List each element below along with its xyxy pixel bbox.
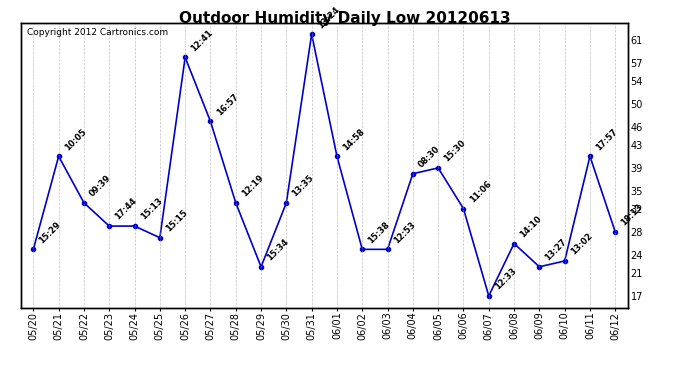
Text: 15:13: 15:13 — [139, 196, 164, 222]
Text: 17:57: 17:57 — [594, 127, 620, 152]
Text: 17:44: 17:44 — [113, 196, 139, 222]
Text: 14:10: 14:10 — [518, 214, 544, 239]
Text: 12:41: 12:41 — [189, 28, 215, 53]
Text: 15:30: 15:30 — [442, 138, 468, 164]
Text: 13:24: 13:24 — [316, 4, 341, 30]
Text: 08:30: 08:30 — [417, 144, 442, 170]
Text: 13:35: 13:35 — [290, 174, 316, 199]
Text: 13:27: 13:27 — [544, 237, 569, 262]
Text: Copyright 2012 Cartronics.com: Copyright 2012 Cartronics.com — [27, 28, 168, 37]
Text: 11:06: 11:06 — [468, 179, 493, 204]
Text: Outdoor Humidity Daily Low 20120613: Outdoor Humidity Daily Low 20120613 — [179, 11, 511, 26]
Text: 12:33: 12:33 — [493, 267, 518, 292]
Text: 15:38: 15:38 — [366, 220, 392, 245]
Text: 13:02: 13:02 — [569, 232, 594, 257]
Text: 14:58: 14:58 — [341, 127, 366, 152]
Text: 09:39: 09:39 — [88, 174, 113, 199]
Text: 16:57: 16:57 — [215, 92, 240, 117]
Text: 15:29: 15:29 — [37, 220, 63, 245]
Text: 18:13: 18:13 — [620, 202, 644, 228]
Text: 10:05: 10:05 — [63, 127, 88, 152]
Text: 15:15: 15:15 — [164, 208, 189, 234]
Text: 15:34: 15:34 — [265, 237, 290, 262]
Text: 12:19: 12:19 — [240, 173, 265, 199]
Text: 12:53: 12:53 — [392, 220, 417, 245]
